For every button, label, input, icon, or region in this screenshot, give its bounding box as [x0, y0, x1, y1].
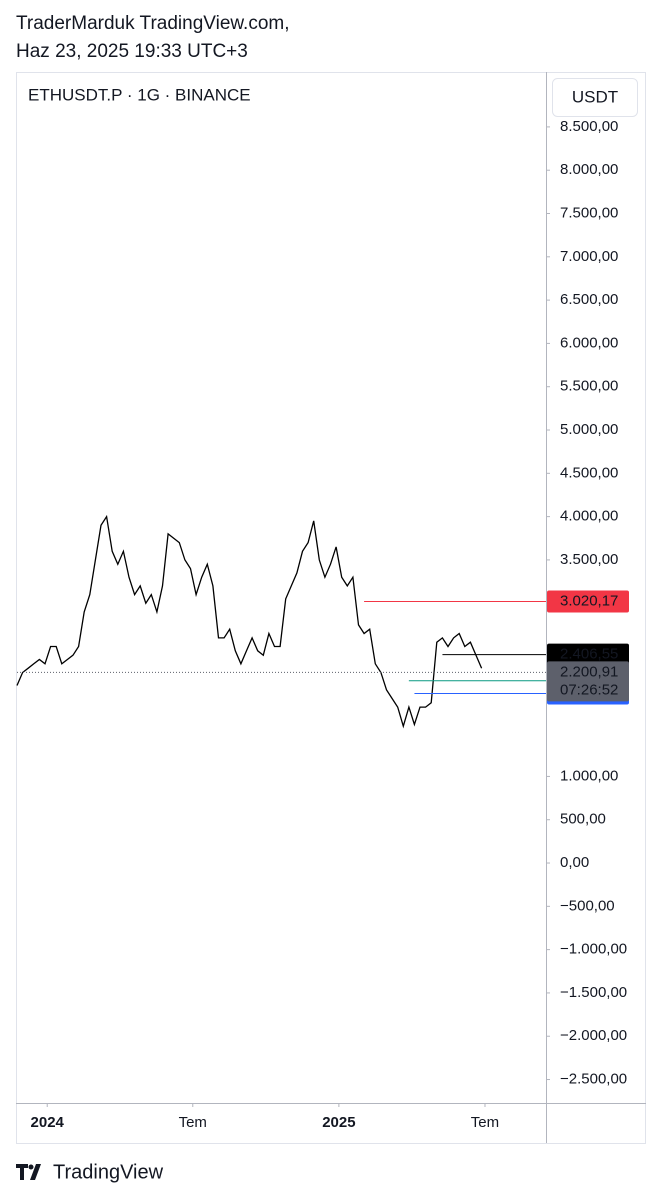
y-tick-label: 6.500,00 — [560, 291, 618, 308]
y-tick-label: 3.500,00 — [560, 551, 618, 568]
level-label: 3.020,17 — [560, 592, 618, 609]
x-tick-label: 2024 — [31, 1114, 65, 1131]
brand: TradingView — [53, 1161, 164, 1183]
x-tick-label: 2025 — [322, 1114, 355, 1131]
level-tag — [547, 643, 629, 666]
y-tick-label: −2.000,00 — [560, 1027, 627, 1044]
y-tick-label: 8.500,00 — [560, 118, 618, 135]
author: TraderMarduk TradingView.com, — [16, 13, 290, 34]
y-tick-label: 7.000,00 — [560, 248, 618, 265]
y-tick-label: −500,00 — [560, 897, 615, 914]
y-tick-label: −1.000,00 — [560, 941, 627, 958]
frame — [16, 72, 646, 1144]
y-tick-label: 1.000,00 — [560, 767, 618, 784]
last-price-label: 2.200,91 — [560, 663, 618, 680]
y-tick-label: 4.500,00 — [560, 464, 618, 481]
y-tick-label: 4.000,00 — [560, 508, 618, 525]
y-tick-label: 0,00 — [560, 854, 589, 871]
currency[interactable]: USDT — [572, 87, 618, 106]
y-tick-label: −1.500,00 — [560, 984, 627, 1001]
x-tick-label: Tem — [179, 1114, 207, 1131]
y-tick-label: 5.000,00 — [560, 421, 618, 438]
y-tick-label: 8.000,00 — [560, 161, 618, 178]
price-line — [16, 514, 483, 729]
y-tick-label: −2.500,00 — [560, 1070, 627, 1087]
currency-button[interactable] — [552, 78, 638, 117]
y-tick-label: 6.000,00 — [560, 334, 618, 351]
y-tick-label: 500,00 — [560, 811, 606, 828]
x-tick-label: Tem — [471, 1114, 499, 1131]
countdown: 07:26:52 — [560, 681, 618, 698]
last-price-tag — [547, 661, 629, 702]
level-tag — [547, 590, 629, 613]
chart-title: ETHUSDT.P · 1G · BINANCE — [28, 85, 251, 104]
level-label: 2.406,55 — [560, 646, 618, 663]
y-tick-label: 7.500,00 — [560, 204, 618, 221]
logo — [16, 1164, 41, 1180]
y-tick-label: 5.500,00 — [560, 378, 618, 395]
timestamp: Haz 23, 2025 19:33 UTC+3 — [16, 41, 248, 62]
